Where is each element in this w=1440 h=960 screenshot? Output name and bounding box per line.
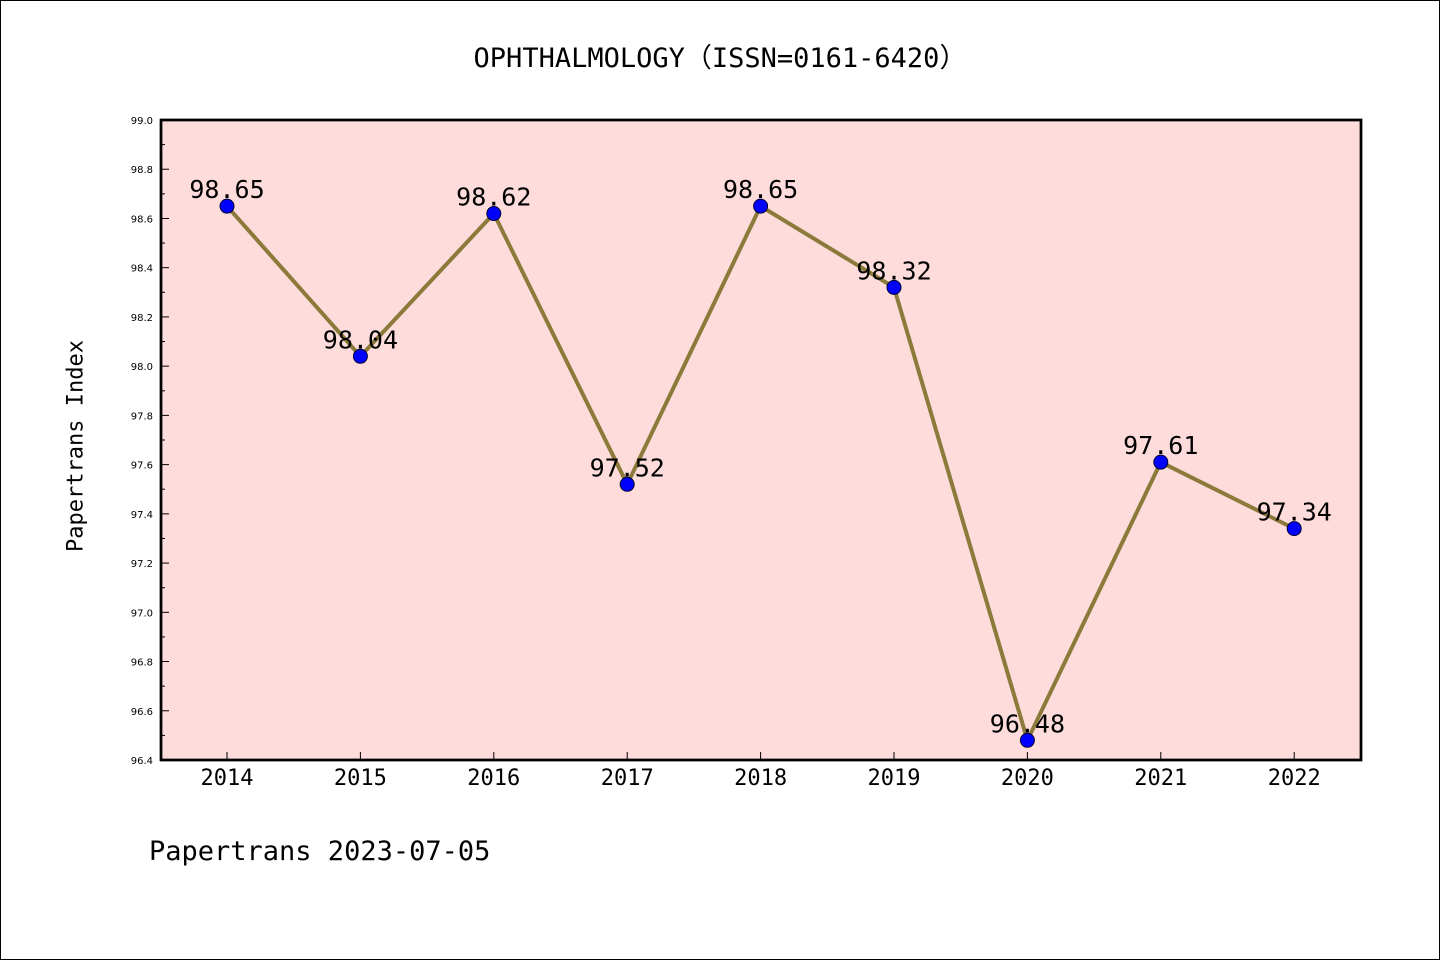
y-tick-label: 97.4 (131, 510, 153, 521)
y-tick-label: 97.0 (131, 608, 153, 619)
y-tick-label: 97.6 (131, 461, 153, 472)
y-tick-label: 98.8 (131, 165, 153, 176)
x-tick-label: 2022 (1268, 766, 1321, 791)
data-label: 98.04 (323, 325, 398, 354)
data-label: 97.34 (1257, 498, 1332, 527)
y-tick-label: 98.0 (131, 362, 153, 373)
x-tick-label: 2020 (1001, 766, 1054, 791)
data-point (1153, 454, 1169, 470)
y-tick-label: 97.8 (131, 411, 153, 422)
y-tick-label: 97.2 (131, 559, 153, 570)
data-point (886, 279, 902, 295)
data-label: 96.48 (990, 709, 1065, 738)
y-tick-label: 96.4 (131, 756, 153, 767)
data-point (219, 198, 235, 214)
x-axis: 2014 2015 2016 2017 2018 2019 2020 2021 2022 (201, 752, 1321, 791)
data-label: 98.62 (456, 183, 531, 212)
data-labels-layer: 98.65 98.04 98.62 97.52 98.65 98.32 96.48 97.61… (189, 175, 1331, 738)
y-tick-label: 99.0 (131, 116, 153, 127)
data-point (1019, 732, 1035, 748)
x-tick-label: 2019 (868, 766, 921, 791)
footer-text: Papertrans 2023-07-05 (149, 836, 491, 867)
x-tick-label: 2021 (1134, 766, 1187, 791)
y-tick-label: 96.8 (131, 658, 153, 669)
x-tick-label: 2017 (601, 766, 654, 791)
data-label: 97.52 (590, 453, 665, 482)
plot-border (159, 118, 1363, 762)
series-layer (219, 198, 1302, 748)
data-label: 97.61 (1123, 431, 1198, 460)
data-point (619, 476, 635, 492)
x-tick-label: 2016 (467, 766, 520, 791)
data-point (486, 206, 502, 222)
chart-title: OPHTHALMOLOGY（ISSN=0161-6420） (473, 43, 967, 74)
data-point (352, 348, 368, 364)
data-point (1286, 521, 1302, 537)
data-label: 98.32 (856, 256, 931, 285)
x-tick-label: 2018 (734, 766, 787, 791)
data-label: 98.65 (189, 175, 264, 204)
x-tick-label: 2015 (334, 766, 387, 791)
x-tick-label: 2014 (201, 766, 254, 791)
data-point (753, 198, 769, 214)
y-tick-label: 96.6 (131, 707, 153, 718)
y-tick-label: 98.4 (131, 264, 153, 275)
data-label: 98.65 (723, 175, 798, 204)
y-tick-label: 98.6 (131, 214, 153, 225)
y-tick-label: 98.2 (131, 313, 153, 324)
